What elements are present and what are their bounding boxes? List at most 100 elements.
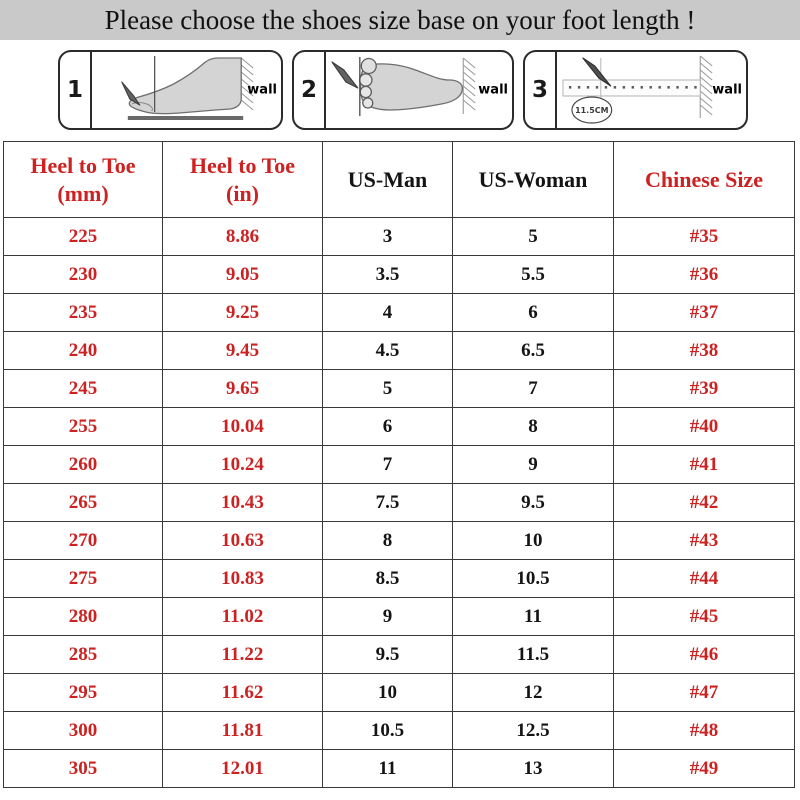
cell-mm: 295 [3,673,163,712]
table-row: 270 10.63 8 10 #43 [3,521,795,560]
cell-us-man: 7.5 [322,483,453,522]
cell-us-woman: 9.5 [452,483,614,522]
cell-in: 12.01 [162,749,323,788]
cell-us-woman: 13 [452,749,614,788]
cell-chinese: #43 [613,521,795,560]
table-row: 230 9.05 3.5 5.5 #36 [3,255,795,294]
column-header-us-woman: US-Woman [452,141,614,218]
cell-mm: 280 [3,597,163,636]
table-body: 225 8.86 3 5 #35 230 9.05 3.5 5.5 #36 23… [3,217,795,788]
cell-chinese: #38 [613,331,795,370]
wall-label: wall [712,82,742,98]
cell-in: 11.81 [162,711,323,750]
instruction-panels: 1 [58,50,748,130]
cell-mm: 255 [3,407,163,446]
foot-top-view-with-pencil-icon [326,52,512,128]
table-row: 255 10.04 6 8 #40 [3,407,795,446]
cell-chinese: #35 [613,217,795,256]
panel-step-number: 3 [525,52,557,128]
cell-mm: 245 [3,369,163,408]
header-line-2: (mm) [57,180,109,206]
cell-in: 9.05 [162,255,323,294]
cell-us-man: 11 [322,749,453,788]
cell-mm: 265 [3,483,163,522]
cell-chinese: #46 [613,635,795,674]
cell-us-woman: 8 [452,407,614,446]
cell-us-man: 8 [322,521,453,560]
cell-us-woman: 5.5 [452,255,614,294]
table-row: 275 10.83 8.5 10.5 #44 [3,559,795,598]
cell-chinese: #48 [613,711,795,750]
cell-chinese: #41 [613,445,795,484]
cell-mm: 305 [3,749,163,788]
cell-mm: 240 [3,331,163,370]
cell-us-man: 4.5 [322,331,453,370]
cell-us-woman: 12.5 [452,711,614,750]
cell-us-woman: 12 [452,673,614,712]
header-line-1: Heel to Toe [189,153,296,178]
cell-us-woman: 7 [452,369,614,408]
cell-chinese: #40 [613,407,795,446]
instruction-panel-3: 3 [523,50,748,130]
page-title: Please choose the shoes size base on you… [104,4,696,35]
cell-us-man: 8.5 [322,559,453,598]
table-row: 280 11.02 9 11 #45 [3,597,795,636]
table-header-row: Heel to Toe (mm) Heel to Toe (in) US-Man… [3,141,795,218]
cell-us-woman: 10 [452,521,614,560]
column-header-us-man: US-Man [322,141,453,218]
cell-us-woman: 6.5 [452,331,614,370]
page-title-band: Please choose the shoes size base on you… [0,0,800,40]
cell-mm: 300 [3,711,163,750]
cell-us-man: 9 [322,597,453,636]
cell-us-man: 3.5 [322,255,453,294]
cell-chinese: #49 [613,749,795,788]
header-line-1: Heel to Toe [30,153,136,178]
cell-in: 9.65 [162,369,323,408]
cell-in: 8.86 [162,217,323,256]
cell-chinese: #47 [613,673,795,712]
cell-us-man: 3 [322,217,453,256]
table-row: 235 9.25 4 6 #37 [3,293,795,332]
cell-chinese: #45 [613,597,795,636]
cell-us-man: 10.5 [322,711,453,750]
panel-step-number: 1 [60,52,92,128]
measurement-label: 11.5CM [575,106,608,115]
wall-label: wall [247,82,277,98]
cell-in: 10.04 [162,407,323,446]
instruction-panel-2: 2 [292,50,514,130]
table-row: 265 10.43 7.5 9.5 #42 [3,483,795,522]
cell-in: 11.02 [162,597,323,636]
cell-in: 9.25 [162,293,323,332]
shoe-size-table: Heel to Toe (mm) Heel to Toe (in) US-Man… [3,141,795,788]
table-row: 285 11.22 9.5 11.5 #46 [3,635,795,674]
cell-in: 11.22 [162,635,323,674]
cell-in: 9.45 [162,331,323,370]
wall-label: wall [478,82,508,98]
cell-us-man: 7 [322,445,453,484]
instruction-panel-1: 1 [58,50,283,130]
cell-in: 10.24 [162,445,323,484]
column-header-heel-to-toe-in: Heel to Toe (in) [162,141,323,218]
cell-mm: 270 [3,521,163,560]
ruler-with-pencil-icon: 11.5CM [557,52,746,128]
cell-mm: 230 [3,255,163,294]
cell-mm: 285 [3,635,163,674]
cell-us-man: 10 [322,673,453,712]
cell-us-woman: 11 [452,597,614,636]
cell-us-woman: 11.5 [452,635,614,674]
table-row: 260 10.24 7 9 #41 [3,445,795,484]
cell-us-woman: 6 [452,293,614,332]
cell-in: 10.63 [162,521,323,560]
cell-chinese: #42 [613,483,795,522]
cell-us-woman: 9 [452,445,614,484]
cell-us-woman: 10.5 [452,559,614,598]
table-row: 245 9.65 5 7 #39 [3,369,795,408]
header-line-2: (in) [226,180,259,206]
cell-us-woman: 5 [452,217,614,256]
table-row: 305 12.01 11 13 #49 [3,749,795,788]
cell-us-man: 4 [322,293,453,332]
table-row: 295 11.62 10 12 #47 [3,673,795,712]
cell-in: 10.43 [162,483,323,522]
table-row: 240 9.45 4.5 6.5 #38 [3,331,795,370]
cell-chinese: #39 [613,369,795,408]
